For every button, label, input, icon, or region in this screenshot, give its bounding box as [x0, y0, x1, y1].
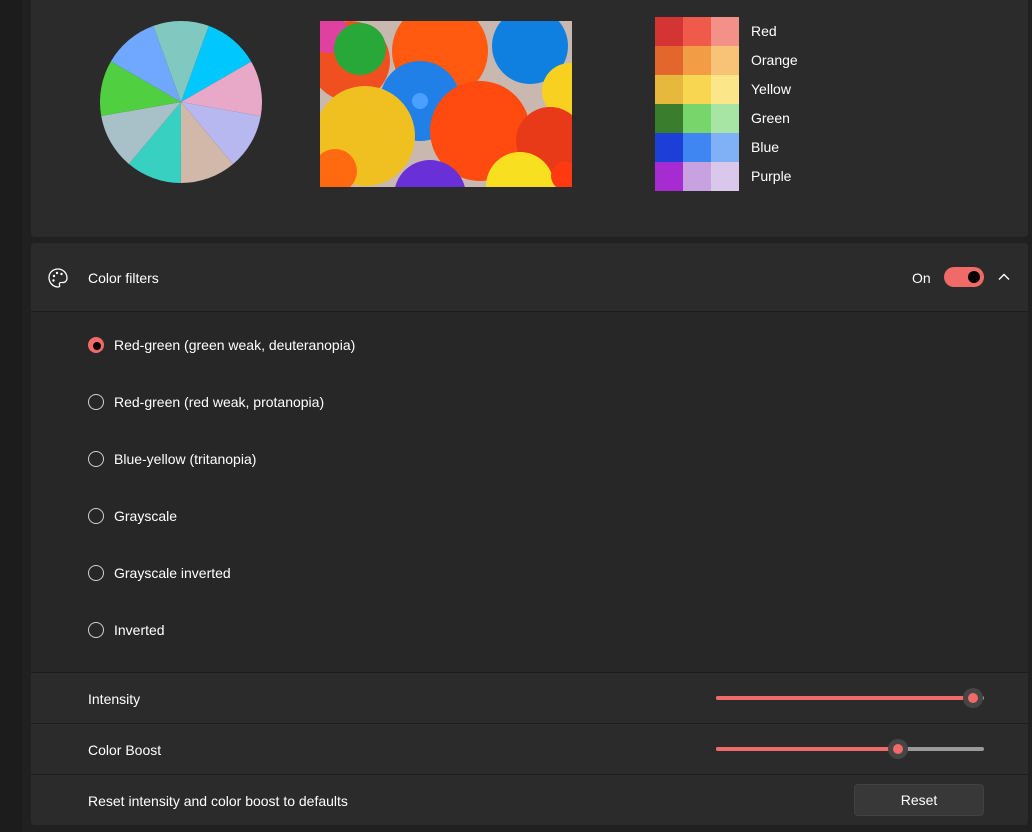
pie-chart-preview: [100, 21, 262, 183]
toggle-state-label: On: [912, 270, 931, 286]
filter-option-label: Red-green (red weak, protanopia): [114, 394, 325, 410]
color-swatch: [655, 17, 683, 46]
pie-slice: [180, 102, 234, 183]
reset-row: Reset intensity and color boost to defau…: [31, 774, 1028, 825]
swatch-label: Yellow: [751, 81, 791, 97]
nav-edge: [0, 0, 22, 832]
filter-option[interactable]: Red-green (green weak, deuteranopia): [88, 333, 355, 357]
filter-option-label: Blue-yellow (tritanopia): [114, 451, 257, 467]
color-swatch: [655, 46, 683, 75]
swatch-row-blue: Blue: [655, 133, 779, 162]
color-swatch: [683, 46, 711, 75]
filter-option-label: Grayscale inverted: [114, 565, 231, 581]
color-boost-slider-thumb[interactable]: [888, 739, 909, 759]
color-swatch: [711, 46, 739, 75]
color-swatch: [655, 104, 683, 133]
intensity-label: Intensity: [88, 691, 141, 707]
swatch-row-red: Red: [655, 17, 777, 46]
color-filters-header[interactable]: Color filters On: [31, 243, 1028, 312]
filter-option-label: Grayscale: [114, 508, 178, 524]
swatch-label: Green: [751, 110, 790, 126]
color-swatch: [655, 75, 683, 104]
radio-unselected[interactable]: [88, 565, 104, 581]
color-filters-title: Color filters: [88, 270, 159, 286]
color-swatch: [711, 75, 739, 104]
swatch-row-orange: Orange: [655, 46, 798, 75]
intensity-slider[interactable]: [716, 688, 984, 708]
pie-slice: [181, 102, 261, 165]
paper-fans-photo: [320, 21, 572, 187]
color-swatch: [683, 17, 711, 46]
pie-slice: [100, 61, 181, 116]
color-swatch: [711, 133, 739, 162]
filter-option-label: Inverted: [114, 622, 165, 638]
pie-slice: [128, 102, 181, 183]
color-boost-label: Color Boost: [88, 742, 162, 758]
color-filter-preview: Red Orange Yellow Green Blue Purple: [31, 0, 1028, 237]
color-filters-toggle[interactable]: [944, 267, 984, 287]
filter-option[interactable]: Red-green (red weak, protanopia): [88, 390, 324, 414]
intensity-row: Intensity: [31, 672, 1028, 723]
filter-option[interactable]: Grayscale inverted: [88, 561, 231, 585]
color-boost-row: Color Boost: [31, 723, 1028, 774]
color-swatch: [683, 104, 711, 133]
swatch-row-purple: Purple: [655, 162, 791, 191]
radio-unselected[interactable]: [88, 451, 104, 467]
swatch-label: Blue: [751, 139, 780, 155]
filter-option-label: Red-green (green weak, deuteranopia): [114, 337, 356, 353]
color-swatch: [683, 162, 711, 191]
swatch-label: Red: [751, 23, 777, 39]
color-swatch: [711, 17, 739, 46]
color-swatch-grid: Red Orange Yellow Green Blue Purple: [655, 17, 798, 191]
reset-description: Reset intensity and color boost to defau…: [88, 793, 348, 809]
color-swatch: [711, 104, 739, 133]
radio-unselected[interactable]: [88, 394, 104, 410]
color-boost-slider-fill: [716, 747, 899, 751]
color-filters-section: Color filters On Red-green (green weak, …: [31, 243, 1028, 825]
color-swatch: [683, 75, 711, 104]
filter-option[interactable]: Grayscale: [88, 504, 177, 528]
reset-button[interactable]: Reset: [854, 784, 984, 816]
pie-slice: [101, 102, 181, 165]
swatch-label: Orange: [751, 52, 798, 68]
palette-icon: [48, 268, 68, 288]
pie-slice: [153, 21, 209, 102]
toggle-knob: [968, 271, 980, 283]
swatch-label: Purple: [751, 168, 792, 184]
color-swatch: [655, 162, 683, 191]
color-swatch: [683, 133, 711, 162]
filter-option[interactable]: Inverted: [88, 618, 165, 642]
filter-option[interactable]: Blue-yellow (tritanopia): [88, 447, 256, 471]
pie-slice: [181, 61, 262, 117]
radio-unselected[interactable]: [88, 508, 104, 524]
color-swatch: [711, 162, 739, 191]
intensity-slider-thumb[interactable]: [963, 688, 984, 708]
swatch-row-yellow: Yellow: [655, 75, 791, 104]
pie-slice: [110, 25, 181, 102]
pie-slice: [181, 25, 252, 102]
radio-unselected[interactable]: [88, 622, 104, 638]
intensity-slider-fill: [716, 696, 974, 700]
swatch-row-green: Green: [655, 104, 790, 133]
radio-selected[interactable]: [88, 337, 104, 353]
color-swatch: [655, 133, 683, 162]
chevron-up-icon[interactable]: [997, 270, 1011, 284]
color-boost-slider[interactable]: [716, 739, 984, 759]
